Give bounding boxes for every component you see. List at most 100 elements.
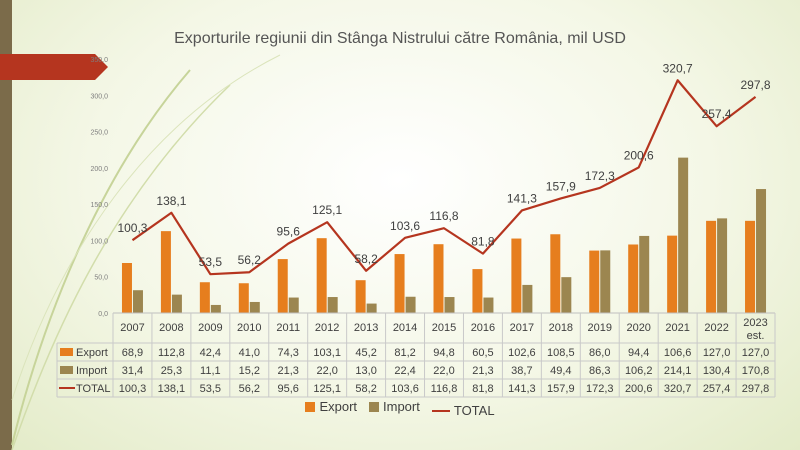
data-label-total: 257,4 [702, 107, 732, 121]
legend-item-export: Export [305, 399, 357, 414]
data-label-total: 116,8 [429, 209, 458, 223]
data-label-total: 100,3 [117, 221, 147, 235]
y-tick-label: 300,0 [90, 93, 108, 100]
bar-export [277, 259, 288, 313]
table-cell: 49,4 [550, 365, 571, 377]
table-row-label: TOTAL [76, 383, 110, 395]
category-label: 2015 [432, 322, 456, 334]
table-cell: 81,2 [394, 347, 415, 359]
table-cell: 22,0 [433, 365, 454, 377]
bar-import [132, 290, 143, 313]
table-cell: 116,8 [431, 383, 458, 395]
table-cell: 94,8 [433, 347, 454, 359]
category-label: 2011 [276, 322, 300, 334]
table-cell: 108,5 [547, 347, 575, 359]
title-accent-shape [0, 54, 108, 80]
bar-export [355, 280, 366, 313]
data-label-total: 141,3 [507, 191, 537, 205]
table-cell: 94,4 [628, 347, 649, 359]
data-label-total: 103,6 [390, 219, 420, 233]
bar-export [745, 220, 756, 313]
bar-export [160, 231, 171, 313]
table-cell: 103,1 [313, 347, 341, 359]
bar-import [717, 218, 728, 313]
legend-swatch [369, 401, 380, 412]
category-label: est. [747, 330, 765, 342]
category-label: 2020 [626, 322, 650, 334]
bar-import [561, 277, 572, 313]
bar-import [756, 189, 767, 313]
y-tick-label: 0,0 [98, 311, 108, 318]
bar-export [394, 254, 405, 313]
category-label: 2009 [198, 322, 222, 334]
bar-export [433, 244, 444, 313]
bar-import [639, 235, 650, 313]
table-cell: 141,3 [508, 383, 536, 395]
table-cell: 102,6 [508, 347, 536, 359]
bar-export [316, 238, 327, 313]
bar-import [483, 297, 494, 313]
category-label: 2019 [588, 322, 612, 334]
table-cell: 45,2 [355, 347, 376, 359]
data-label-total: 95,6 [277, 225, 301, 239]
table-cell: 106,6 [664, 347, 692, 359]
y-tick-label: 150,0 [90, 202, 108, 209]
bar-import [210, 304, 221, 313]
y-tick-label: 100,0 [90, 238, 108, 245]
table-cell: 81,8 [472, 383, 493, 395]
bar-export [550, 234, 561, 313]
legend-label: Export [319, 399, 358, 414]
bar-import [288, 297, 299, 313]
table-row-label: Import [76, 365, 107, 377]
table-cell: 58,2 [355, 383, 376, 395]
bar-import [522, 284, 533, 313]
y-tick-label: 200,0 [90, 166, 108, 173]
table-cell: 172,3 [586, 383, 614, 395]
table-cell: 320,7 [664, 383, 692, 395]
legend-swatch [305, 401, 316, 412]
data-label-total: 58,2 [354, 252, 378, 266]
data-label-total: 81,8 [471, 235, 495, 249]
table-cell: 200,6 [625, 383, 653, 395]
table-cell: 106,2 [625, 365, 653, 377]
bar-export [706, 220, 717, 313]
table-cell: 157,9 [547, 383, 575, 395]
category-label: 2007 [120, 322, 144, 334]
table-cell: 86,0 [589, 347, 610, 359]
table-cell: 297,8 [742, 383, 770, 395]
table-cell: 127,0 [742, 347, 770, 359]
table-cell: 68,9 [122, 347, 143, 359]
table-cell: 257,4 [703, 383, 731, 395]
table-cell: 38,7 [511, 365, 532, 377]
chart-title: Exporturile regiunii din Stânga Nistrulu… [174, 30, 626, 47]
table-cell: 13,0 [355, 365, 376, 377]
data-label-total: 320,7 [663, 61, 693, 75]
category-label: 2016 [471, 322, 495, 334]
bar-import [327, 297, 338, 313]
table-cell: 100,3 [119, 383, 147, 395]
table-cell: 22,0 [316, 365, 337, 377]
table-cell: 86,3 [589, 365, 610, 377]
data-label-total: 53,5 [199, 255, 223, 269]
table-key-export [60, 348, 73, 356]
y-tick-label: 350,0 [90, 57, 108, 64]
data-label-total: 138,1 [156, 194, 186, 208]
bar-export [667, 235, 678, 313]
table-cell: 22,4 [394, 365, 415, 377]
bar-export [121, 262, 132, 313]
y-tick-label: 250,0 [90, 130, 108, 137]
legend-swatch [431, 409, 450, 412]
category-label: 2008 [159, 322, 183, 334]
table-cell: 15,2 [239, 365, 260, 377]
table-cell: 42,4 [200, 347, 221, 359]
legend-item-total: TOTAL [431, 403, 495, 418]
data-label-total: 172,3 [585, 169, 615, 183]
data-label-total: 297,8 [741, 78, 771, 92]
table-key-import [60, 366, 73, 374]
legend-label: Import [383, 399, 420, 414]
table-cell: 112,8 [158, 347, 185, 359]
table-cell: 21,3 [278, 365, 299, 377]
